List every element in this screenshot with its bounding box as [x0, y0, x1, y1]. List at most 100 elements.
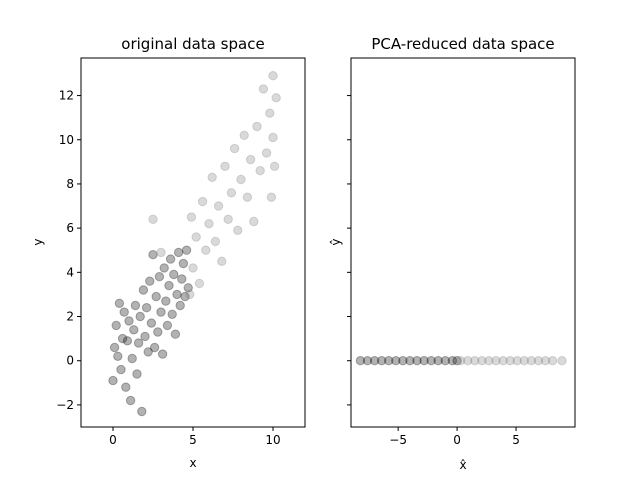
left-series-0-point-35 [164, 280, 174, 291]
left-series-0-point-6 [117, 333, 128, 344]
left-series-0-point-45 [180, 291, 190, 302]
left-series-0-point-40 [172, 289, 182, 300]
right-series-0-point-8 [412, 356, 422, 366]
left-series-1-point-8 [201, 245, 211, 255]
left-x-tick-label-0: 0 [109, 433, 117, 447]
right-series-1-point-2 [470, 356, 480, 366]
left-series-0-point-31 [157, 349, 168, 359]
left-series-1-point-25 [255, 166, 265, 176]
left-series-1-point-26 [258, 84, 269, 94]
left-series-0-point-32 [159, 263, 169, 273]
right-series-0-point-12 [440, 356, 450, 366]
right-points-group [355, 356, 567, 366]
left-y-tick-label-0: −2 [56, 398, 74, 412]
right-series-1-point-8 [512, 356, 522, 366]
left-y-axis-label: y [31, 238, 45, 245]
left-series-1-point-9 [204, 219, 214, 229]
left-series-1-point-17 [229, 143, 240, 154]
left-series-0-point-17 [135, 311, 145, 322]
right-series-0-point-1 [362, 356, 373, 366]
left-series-0-point-18 [137, 406, 147, 417]
left-series-0-point-5 [116, 364, 126, 375]
left-series-0-point-44 [178, 258, 189, 269]
right-series-1-point-3 [477, 356, 487, 366]
left-series-0-point-33 [161, 296, 171, 306]
left-x-axis-label: x [189, 456, 196, 470]
left-series-1-point-29 [266, 192, 277, 202]
left-series-0-point-25 [148, 250, 158, 260]
left-series-1-point-1 [156, 247, 166, 258]
left-series-0-point-7 [119, 307, 129, 317]
left-points-group [108, 71, 281, 417]
left-series-0-point-21 [141, 303, 152, 313]
right-series-1-point-14 [557, 356, 567, 366]
right-subplot: PCA-reduced data space −5 0 5 x̂ ŷ [329, 35, 576, 472]
left-series-1-point-13 [217, 256, 227, 266]
left-series-1-point-20 [239, 130, 249, 141]
left-series-0-point-1 [109, 342, 120, 353]
left-series-0-point-8 [121, 382, 131, 392]
left-subplot-title: original data space [121, 35, 264, 53]
right-y-axis-label: ŷ [329, 238, 343, 245]
left-ticks-group: 0 5 10 −2 0 2 4 6 8 10 12 [56, 89, 280, 447]
left-series-0-point-37 [167, 309, 177, 319]
left-series-0-point-42 [175, 300, 185, 311]
left-series-1-point-7 [197, 196, 208, 207]
right-series-0-point-4 [384, 356, 394, 366]
left-series-1-point-2 [185, 289, 195, 300]
left-series-0-point-24 [146, 318, 157, 328]
left-axes-frame [80, 57, 306, 428]
right-series-0-point-3 [377, 356, 387, 366]
left-series-1-point-10 [207, 172, 217, 183]
left-y-tick-label-3: 4 [66, 265, 74, 279]
left-series-1-point-21 [242, 192, 253, 202]
left-series-1-point-24 [252, 121, 262, 132]
right-series-0-point-2 [369, 356, 380, 366]
left-series-0-point-14 [130, 300, 141, 311]
left-series-0-point-43 [177, 274, 187, 284]
right-x-tick-label-1: 0 [453, 433, 461, 447]
left-y-tick-label-6: 10 [59, 133, 74, 147]
left-series-0-point-27 [151, 291, 161, 302]
left-series-1-point-30 [268, 132, 278, 143]
right-series-0-point-11 [433, 356, 443, 366]
left-series-0-point-29 [154, 272, 165, 282]
left-series-0-point-12 [127, 353, 137, 364]
left-series-0-point-41 [173, 247, 184, 258]
left-series-0-point-20 [140, 331, 150, 342]
right-series-1-point-6 [498, 356, 508, 366]
left-subplot: original data space 0 5 10 −2 0 2 4 6 8 10 12 x y [31, 35, 306, 470]
left-y-tick-label-5: 8 [66, 177, 74, 191]
right-x-tick-label-2: 5 [512, 433, 520, 447]
left-series-1-point-28 [265, 108, 275, 118]
left-y-tick-label-4: 6 [66, 221, 74, 235]
right-series-0-point-13 [447, 356, 458, 366]
right-series-1-point-1 [463, 356, 473, 366]
left-series-0-point-47 [183, 283, 193, 293]
left-series-1-point-27 [261, 148, 272, 158]
right-series-1-point-10 [526, 356, 537, 366]
left-series-0-point-10 [124, 316, 134, 326]
left-series-0-point-2 [111, 320, 121, 331]
left-series-0-point-36 [165, 254, 176, 264]
left-series-1-point-16 [226, 188, 237, 198]
right-series-1-point-4 [484, 356, 494, 366]
left-series-1-point-32 [269, 161, 280, 172]
right-series-0-point-7 [405, 356, 415, 366]
left-series-1-point-14 [220, 161, 230, 172]
left-series-0-point-13 [129, 325, 139, 335]
left-series-0-point-26 [149, 342, 160, 353]
right-series-0-point-14 [452, 356, 462, 366]
right-series-1-point-12 [540, 356, 551, 366]
left-series-1-point-11 [210, 236, 221, 247]
left-series-0-point-38 [169, 269, 179, 280]
left-series-1-point-18 [233, 225, 243, 236]
right-series-1-point-11 [533, 356, 544, 366]
left-x-tick-label-1: 5 [189, 433, 197, 447]
left-series-1-point-5 [191, 232, 201, 242]
right-series-0-point-0 [355, 356, 366, 366]
right-series-1-point-7 [505, 356, 515, 366]
left-series-1-point-4 [188, 263, 198, 273]
right-series-1-point-9 [519, 356, 529, 366]
left-series-1-point-23 [249, 216, 259, 227]
